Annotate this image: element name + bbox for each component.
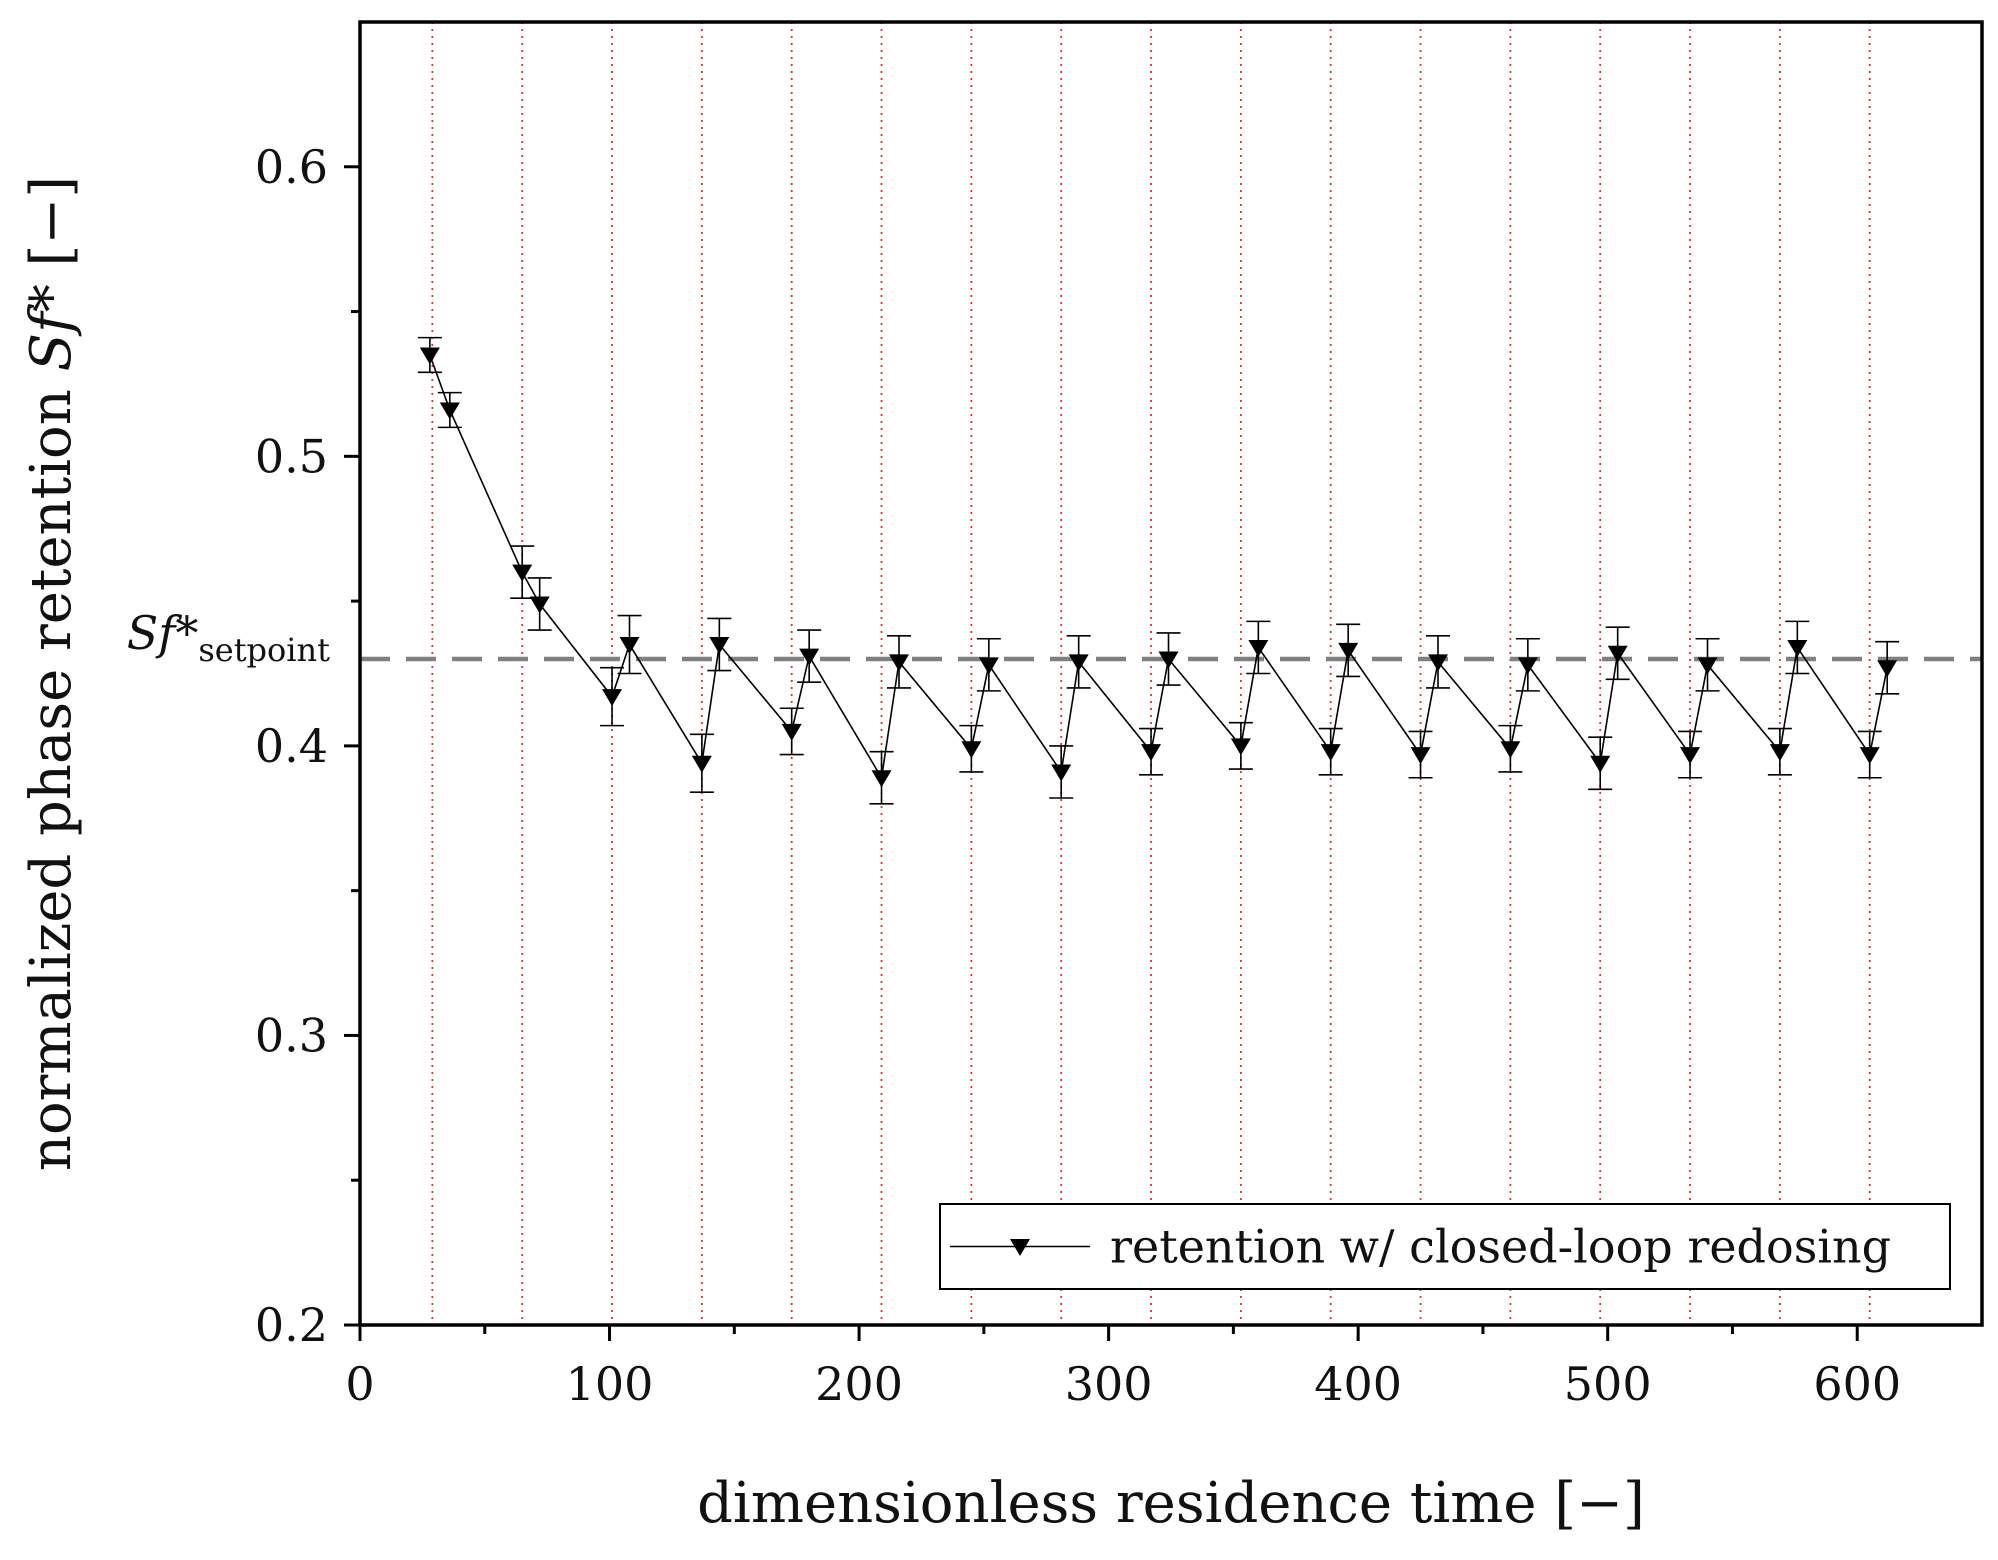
data-point <box>1141 744 1162 762</box>
legend-label: retention w/ closed-loop redosing <box>1110 1220 1891 1274</box>
y-tick-label: 0.4 <box>255 719 328 773</box>
data-point <box>619 637 640 655</box>
data-point <box>419 347 440 365</box>
data-point <box>1051 764 1072 782</box>
data-point <box>1230 738 1251 756</box>
legend-marker <box>1010 1239 1030 1256</box>
setpoint-label: Sf*setpoint <box>127 606 330 669</box>
setpoint-label-main: Sf* <box>127 606 199 660</box>
data-point <box>1338 642 1359 660</box>
data-point <box>961 741 982 759</box>
x-tick-label: 100 <box>566 1357 654 1411</box>
data-point <box>1517 657 1538 675</box>
data-point <box>1859 747 1880 765</box>
y-axis-title-unit: [−] <box>19 176 84 284</box>
y-axis-title: normalized phase retention Sf* [−] <box>19 176 84 1171</box>
data-point <box>709 637 730 655</box>
data-point <box>691 755 712 773</box>
y-tick-label: 0.5 <box>255 429 328 483</box>
data-point <box>1680 747 1701 765</box>
data-point <box>602 689 623 707</box>
data-point <box>1068 654 1089 672</box>
data-point <box>1590 755 1611 773</box>
data-point <box>512 564 533 582</box>
y-tick-label: 0.6 <box>255 140 328 194</box>
x-tick-label: 300 <box>1065 1357 1153 1411</box>
redosing-lines <box>431 22 1871 1325</box>
data-point <box>529 596 550 614</box>
data-point <box>1320 744 1341 762</box>
x-tick-label: 600 <box>1813 1357 1901 1411</box>
y-axis-title-symbol: Sf* <box>19 284 84 371</box>
plot-frame <box>358 20 1984 1327</box>
y-tick-label: 0.3 <box>255 1008 328 1062</box>
data-point <box>1158 651 1179 669</box>
legend: retention w/ closed-loop redosing <box>939 1203 1951 1290</box>
data-point <box>978 657 999 675</box>
x-tick-label: 200 <box>815 1357 903 1411</box>
data-point <box>799 648 820 666</box>
data-point <box>1410 747 1431 765</box>
x-tick-label: 400 <box>1314 1357 1402 1411</box>
data-point <box>1248 639 1269 657</box>
series-line <box>429 354 1888 781</box>
data-point <box>1697 657 1718 675</box>
data-point <box>1500 741 1521 759</box>
axis-ticks: 0 100 200 300 400 500 600 0.2 0.3 0.4 0.5 0.6 <box>255 140 1901 1411</box>
legend-box <box>939 1203 1951 1290</box>
data-point <box>439 402 460 420</box>
data-point <box>1787 639 1808 657</box>
y-axis-title-text: normalized phase retention <box>19 371 84 1171</box>
x-tick-label: 0 <box>345 1357 374 1411</box>
data-point <box>1607 645 1628 663</box>
data-point <box>1877 660 1898 678</box>
x-axis-title: dimensionless residence time [−] <box>697 1471 1645 1536</box>
data-point <box>1769 744 1790 762</box>
x-tick-label: 500 <box>1564 1357 1652 1411</box>
data-point <box>871 770 892 788</box>
setpoint-label-sub: setpoint <box>198 631 330 669</box>
data-point <box>889 654 910 672</box>
data-point <box>1428 654 1449 672</box>
data-point <box>781 723 802 741</box>
series-layer <box>417 336 1900 805</box>
y-tick-label: 0.2 <box>255 1298 328 1352</box>
